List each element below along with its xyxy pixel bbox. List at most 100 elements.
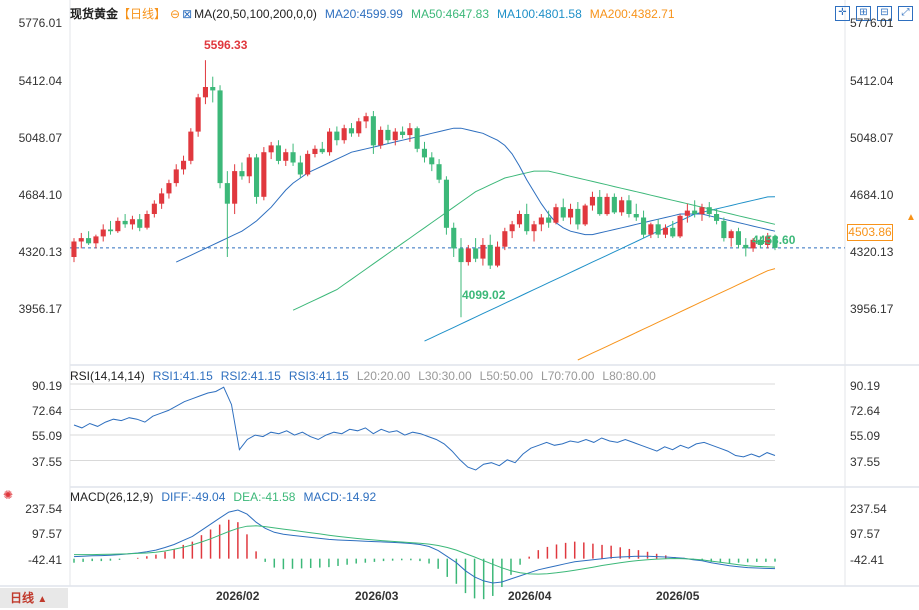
candle-body <box>129 219 135 225</box>
rsi-tick-left: 90.19 <box>31 379 62 393</box>
candle-body <box>78 238 84 242</box>
candle-body <box>341 128 347 141</box>
zoom-out-icon[interactable]: ⊟ <box>877 6 892 21</box>
candle-body <box>604 196 610 215</box>
zoom-in-icon[interactable]: ⊞ <box>856 6 871 21</box>
candle-body <box>268 145 274 153</box>
rsi-tick-left: 55.09 <box>31 429 62 443</box>
rsi3-value: RSI3:41.15 <box>288 369 349 383</box>
price-tick-right: 3956.17 <box>850 302 894 316</box>
macd-diff-line <box>73 509 776 584</box>
rsi-line <box>73 386 776 471</box>
candle-body <box>480 244 486 259</box>
candle-body <box>232 171 238 204</box>
low-annotation: 4099.02 <box>462 288 506 302</box>
ma20-line <box>175 127 776 263</box>
candle-body <box>531 224 537 232</box>
rsi-tick-right: 90.19 <box>850 379 881 393</box>
candle-body <box>473 248 479 259</box>
macd-tick-left: 237.54 <box>25 502 62 516</box>
rsi2-value: RSI2:41.15 <box>220 369 281 383</box>
candle-body <box>465 248 471 263</box>
candle-body <box>195 97 201 132</box>
candle-body <box>509 224 515 232</box>
candle-body <box>137 219 143 228</box>
x-tick-label: 2026/03 <box>355 589 399 603</box>
price-tick-right: 5776.01 <box>850 16 894 30</box>
candle-body <box>619 200 625 213</box>
rsi-l30: L30:30.00 <box>418 369 472 383</box>
macd-tick-right: 237.54 <box>850 502 887 516</box>
candle-body <box>224 183 230 204</box>
chevron-up-icon: ▲ <box>37 594 48 605</box>
rsi-legend: RSI(14,14,14) RSI1:41.15 RSI2:41.15 RSI3:41… <box>70 368 664 384</box>
candle-body <box>553 207 559 223</box>
candle-body <box>757 239 763 245</box>
macd-tick-left: 97.57 <box>31 527 62 541</box>
candle-body <box>348 128 354 134</box>
period-tag[interactable]: 【日线】 <box>118 7 167 21</box>
candle-body <box>202 87 208 98</box>
candle-body <box>115 220 121 232</box>
candle-body <box>356 121 362 134</box>
macd-settings-icon[interactable]: ✺ <box>3 488 14 502</box>
candle-body <box>100 229 106 237</box>
candle-body <box>568 208 574 218</box>
candle-body <box>721 220 727 239</box>
candle-body <box>86 238 92 244</box>
rsi-l20: L20:20.00 <box>356 369 411 383</box>
candle-body <box>290 152 296 163</box>
candle-body <box>108 229 114 232</box>
ma20-value: MA20:4599.99 <box>324 7 403 21</box>
instrument-name: 现货黄金 <box>70 7 119 21</box>
candle-body <box>151 203 157 214</box>
macd-hist-value: MACD:-14.92 <box>303 490 377 504</box>
rsi-tick-right: 55.09 <box>850 429 881 443</box>
price-legend: 现货黄金【日线】 ⊖ ⊠ MA(20,50,100,200,0,0) MA20:4599… <box>70 6 683 22</box>
settings-circle-icon[interactable]: ⊖ <box>170 7 181 21</box>
macd-dea-value: DEA:-41.58 <box>233 490 296 504</box>
candle-body <box>254 157 260 197</box>
ma-toggle-icon[interactable]: ⊠ <box>182 7 193 21</box>
candle-body <box>772 236 778 248</box>
rsi-tick-right: 37.55 <box>850 455 881 469</box>
fullscreen-icon[interactable]: ⤢ <box>898 6 913 21</box>
macd-tick-right: -42.41 <box>850 553 885 567</box>
candle-body <box>159 193 165 204</box>
price-tick-right: 5048.07 <box>850 131 894 145</box>
candle-body <box>633 214 639 218</box>
ma200-line <box>577 268 776 361</box>
candle-body <box>589 196 595 206</box>
candle-body <box>670 227 676 237</box>
price-tick-left: 5412.04 <box>18 74 62 88</box>
candle-body <box>714 214 720 221</box>
rsi1-value: RSI1:41.15 <box>152 369 213 383</box>
candle-body <box>443 179 449 228</box>
crosshair-icon[interactable]: ✛ <box>835 6 850 21</box>
candle-body <box>363 116 369 122</box>
candle-body <box>706 207 712 215</box>
candle-body <box>765 236 771 245</box>
rsi-tick-left: 72.64 <box>31 404 62 418</box>
candle-body <box>246 157 252 177</box>
rsi-l50: L50:50.00 <box>479 369 534 383</box>
x-tick-label: 2026/02 <box>216 589 260 603</box>
candle-body <box>188 131 194 161</box>
candle-body <box>743 244 749 249</box>
macd-dea-line <box>74 525 776 575</box>
candle-body <box>400 131 406 135</box>
candle-body <box>239 171 245 177</box>
candle-body <box>684 210 690 216</box>
candle-body <box>261 152 267 197</box>
period-selector-button[interactable]: 日线 ▲ <box>0 588 68 608</box>
price-tick-right: 4320.13 <box>850 245 894 259</box>
candle-body <box>392 131 398 141</box>
candle-body <box>436 164 442 180</box>
candle-body <box>546 217 552 223</box>
candle-body <box>217 90 223 184</box>
x-tick-label: 2026/05 <box>656 589 700 603</box>
candle-body <box>319 148 325 153</box>
ma100-value: MA100:4801.58 <box>497 7 582 21</box>
candle-body <box>560 207 566 218</box>
